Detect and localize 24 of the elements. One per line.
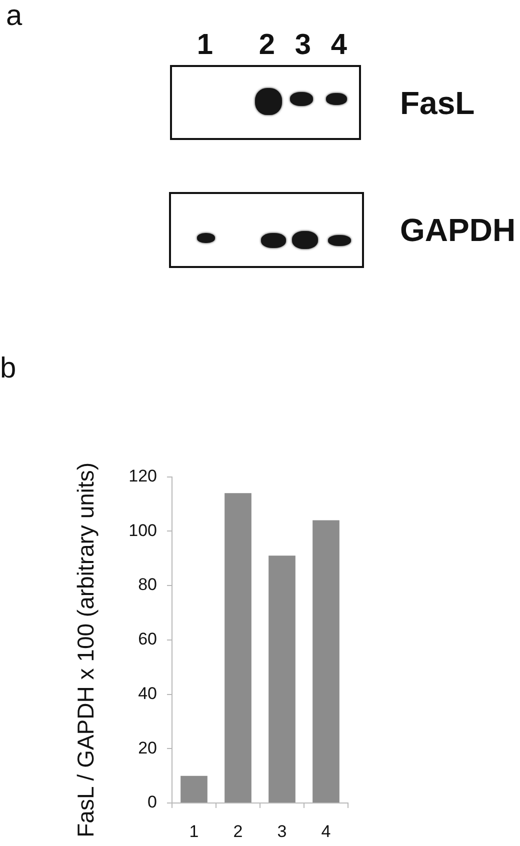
category-label: 3 <box>294 29 312 61</box>
y-tick-label: 80 <box>138 575 157 594</box>
category-label: GAPDH <box>400 212 516 248</box>
y-tick-label: 120 <box>128 466 157 486</box>
y-tick-label: 20 <box>138 738 157 758</box>
category-label: FasL <box>400 84 475 120</box>
category-label: 4 <box>330 29 348 61</box>
bar <box>224 493 252 802</box>
category-label: 1 <box>196 29 214 61</box>
bar <box>180 776 208 802</box>
x-tick-label: 2 <box>233 822 243 841</box>
x-tick-label: 3 <box>277 822 287 841</box>
y-axis-title: FasL / GAPDH x 100 (arbitrary units) <box>72 462 98 838</box>
category-label: 2 <box>258 29 276 61</box>
chart-title: b <box>0 352 16 384</box>
bar <box>268 556 296 802</box>
y-tick-label: 60 <box>138 630 157 649</box>
text: a <box>6 0 22 32</box>
bar <box>312 520 340 802</box>
x-tick-label: 4 <box>321 822 331 841</box>
y-tick-label: 100 <box>128 520 157 540</box>
y-tick-label: 0 <box>148 792 157 812</box>
x-tick-label: 1 <box>189 822 199 841</box>
y-tick-label: 40 <box>138 684 157 703</box>
